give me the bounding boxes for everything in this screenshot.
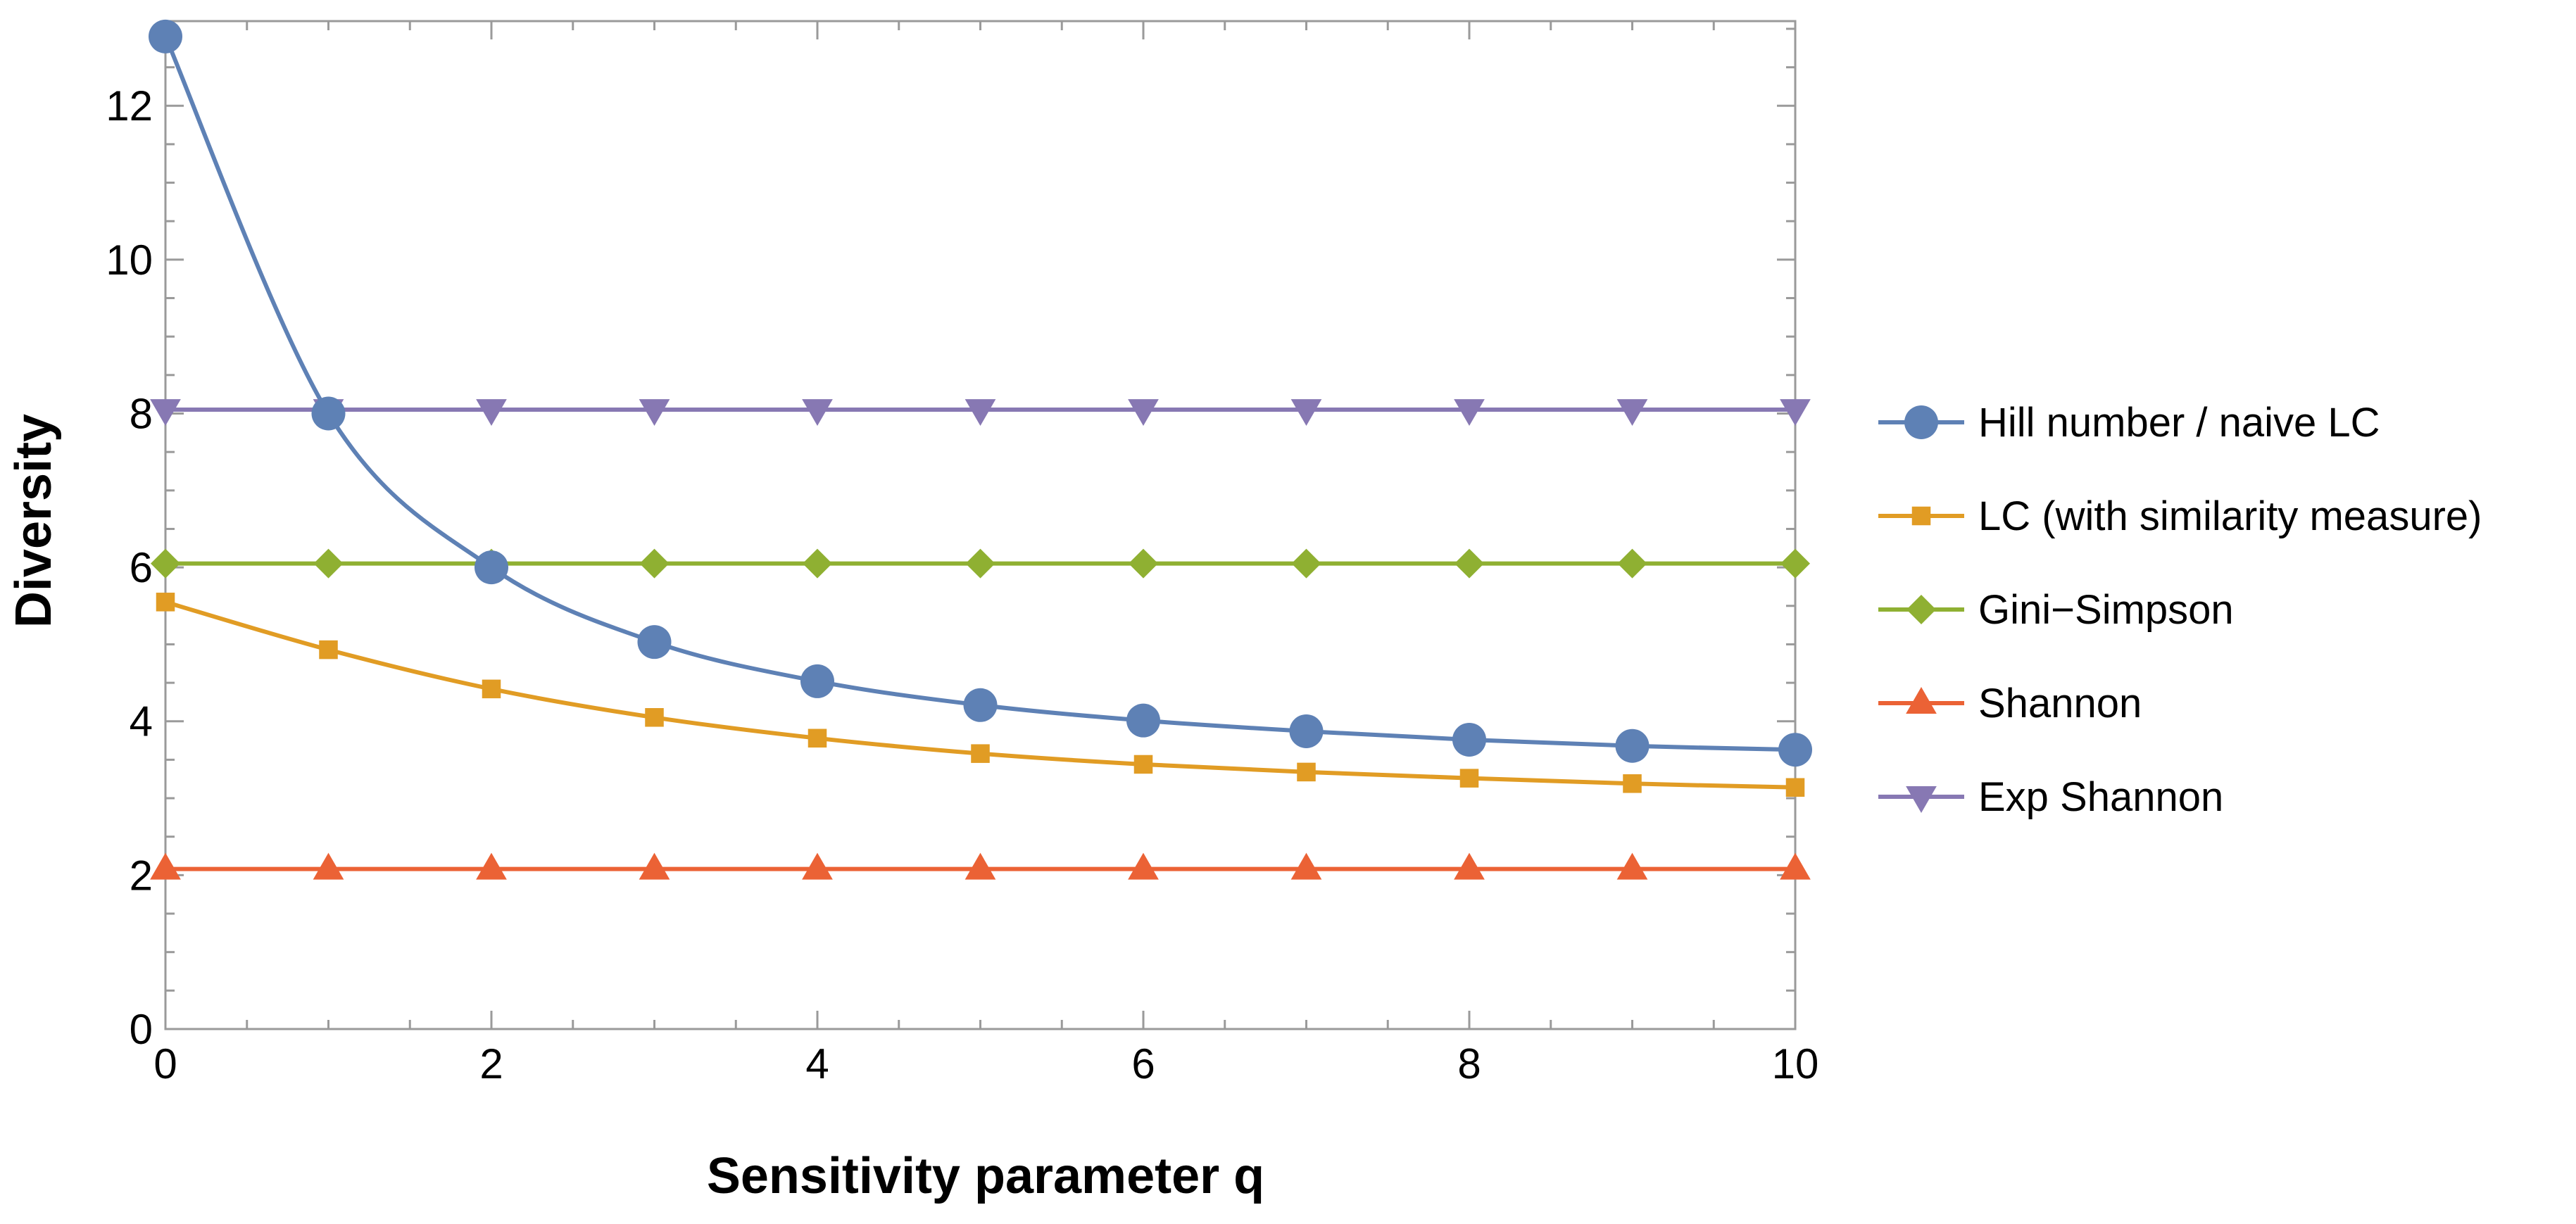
data-point (476, 852, 507, 880)
series-gini-simpson (151, 548, 1810, 579)
data-point (1780, 548, 1810, 579)
data-point (1128, 852, 1159, 880)
data-point (482, 679, 501, 699)
legend-entry: Gini−Simpson (1878, 587, 2234, 633)
data-point (800, 664, 834, 698)
legend-marker (1906, 595, 1936, 624)
data-point (156, 593, 175, 612)
axis-ticks: 0 2 4 6 8 10 0 2 4 6 8 10 12 (106, 21, 1818, 1087)
data-point (1126, 703, 1160, 738)
data-point (963, 688, 998, 722)
data-point (313, 548, 344, 579)
data-point (965, 548, 995, 579)
legend-marker (1906, 786, 1937, 813)
data-point (808, 728, 827, 748)
legend-entry: Exp Shannon (1878, 774, 2223, 820)
legend-label: Hill number / naive LC (1978, 400, 2380, 446)
data-point (150, 399, 181, 427)
data-point (1289, 714, 1324, 748)
data-point (639, 852, 670, 880)
y-tick-label: 12 (106, 82, 153, 130)
data-point (1616, 852, 1648, 880)
data-point (1785, 778, 1805, 797)
x-tick-label: 4 (805, 1040, 829, 1087)
x-tick-label: 0 (153, 1040, 177, 1087)
data-point (1290, 399, 1322, 427)
data-point (639, 399, 670, 427)
x-tick-label: 2 (479, 1040, 503, 1087)
data-point (311, 396, 346, 431)
data-point (971, 744, 990, 763)
data-point (319, 640, 338, 660)
x-axis-title: Sensitivity parameter q (707, 1148, 1264, 1204)
legend-label: LC (with similarity measure) (1978, 493, 2482, 539)
y-tick-label: 8 (130, 390, 153, 437)
series-shannon (150, 852, 1811, 880)
series-exp-shannon (150, 399, 1811, 427)
x-tick-label: 6 (1131, 1040, 1155, 1087)
data-point (150, 852, 181, 880)
data-point (151, 548, 180, 579)
data-point (1297, 762, 1316, 782)
data-point (1133, 755, 1153, 774)
legend-label: Gini−Simpson (1978, 587, 2234, 633)
data-point (1780, 852, 1811, 880)
data-point (1778, 733, 1812, 767)
data-point (1455, 548, 1484, 579)
y-axis-title: Diversity (6, 414, 62, 628)
data-point (803, 548, 832, 579)
y-tick-label: 4 (130, 698, 153, 745)
data-point (1129, 548, 1158, 579)
legend-marker (1911, 506, 1931, 526)
data-point (1291, 548, 1321, 579)
data-point (476, 399, 507, 427)
series-lc-with-similarity-measure (156, 593, 1805, 797)
data-point (1615, 728, 1650, 763)
series-hill-number-naive-lc (149, 19, 1812, 767)
y-tick-label: 10 (106, 236, 153, 284)
data-series (149, 19, 1812, 880)
series-line (163, 35, 1796, 752)
data-point (475, 550, 508, 585)
data-point (639, 548, 670, 579)
legend-entry: Hill number / naive LC (1878, 400, 2380, 446)
data-point (637, 625, 672, 660)
legend-marker (1906, 687, 1937, 714)
data-point (1128, 399, 1159, 427)
data-point (1452, 722, 1486, 757)
y-tick-label: 0 (130, 1006, 153, 1053)
y-tick-label: 2 (130, 852, 153, 899)
data-point (802, 399, 833, 427)
data-point (1290, 852, 1322, 880)
data-point (1616, 399, 1648, 427)
legend-marker (1904, 405, 1938, 439)
legend-entry: LC (with similarity measure) (1878, 493, 2482, 539)
data-point (1623, 774, 1642, 793)
data-point (1617, 548, 1647, 579)
legend-label: Exp Shannon (1978, 774, 2223, 820)
data-point (645, 708, 664, 727)
data-point (965, 399, 996, 427)
data-point (149, 19, 182, 53)
x-tick-label: 10 (1772, 1040, 1819, 1087)
data-point (965, 852, 996, 880)
data-point (802, 852, 833, 880)
data-point (313, 852, 344, 880)
x-tick-label: 8 (1457, 1040, 1481, 1087)
data-point (1780, 399, 1811, 427)
y-tick-label: 6 (130, 544, 153, 591)
legend-label: Shannon (1978, 681, 2142, 726)
legend: Hill number / naive LC LC (with similarit… (1878, 400, 2482, 820)
data-point (1454, 399, 1485, 427)
data-point (1454, 852, 1485, 880)
data-point (1459, 769, 1479, 788)
legend-entry: Shannon (1878, 681, 2142, 726)
